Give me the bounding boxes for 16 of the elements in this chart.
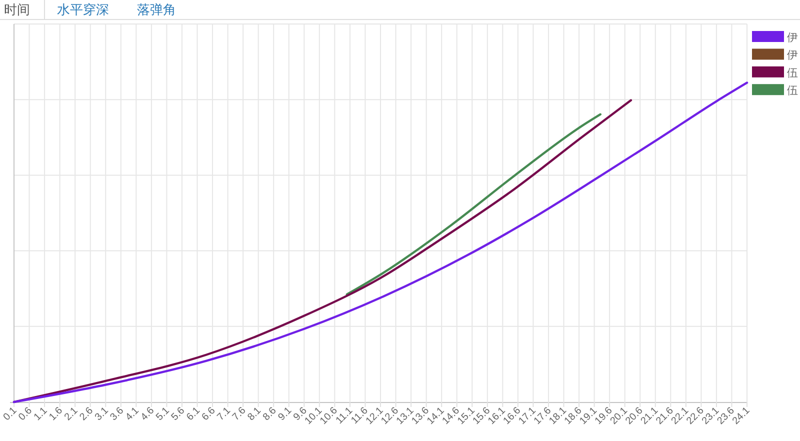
x-tick-label: 0.6	[16, 405, 35, 423]
text: 水平穿深	[57, 2, 109, 17]
legend-label: 伊	[787, 50, 798, 62]
x-tick-label: 1.1	[32, 405, 50, 423]
text: 落弹角	[137, 2, 176, 17]
legend-label: 伊	[787, 32, 798, 44]
x-tick-label: 6.6	[200, 405, 218, 423]
x-tick-label: 0.1	[2, 405, 20, 423]
text: 时间	[4, 2, 30, 17]
x-tick-label: 6.1	[184, 405, 203, 423]
x-tick-label: 8.1	[246, 405, 264, 423]
x-tick-label: 7.6	[230, 405, 248, 423]
legend-label: 伍	[787, 67, 798, 80]
x-tick-label: 7.1	[215, 405, 234, 423]
x-tick-label: 1.6	[47, 405, 66, 423]
legend-label: 伍	[787, 85, 798, 98]
